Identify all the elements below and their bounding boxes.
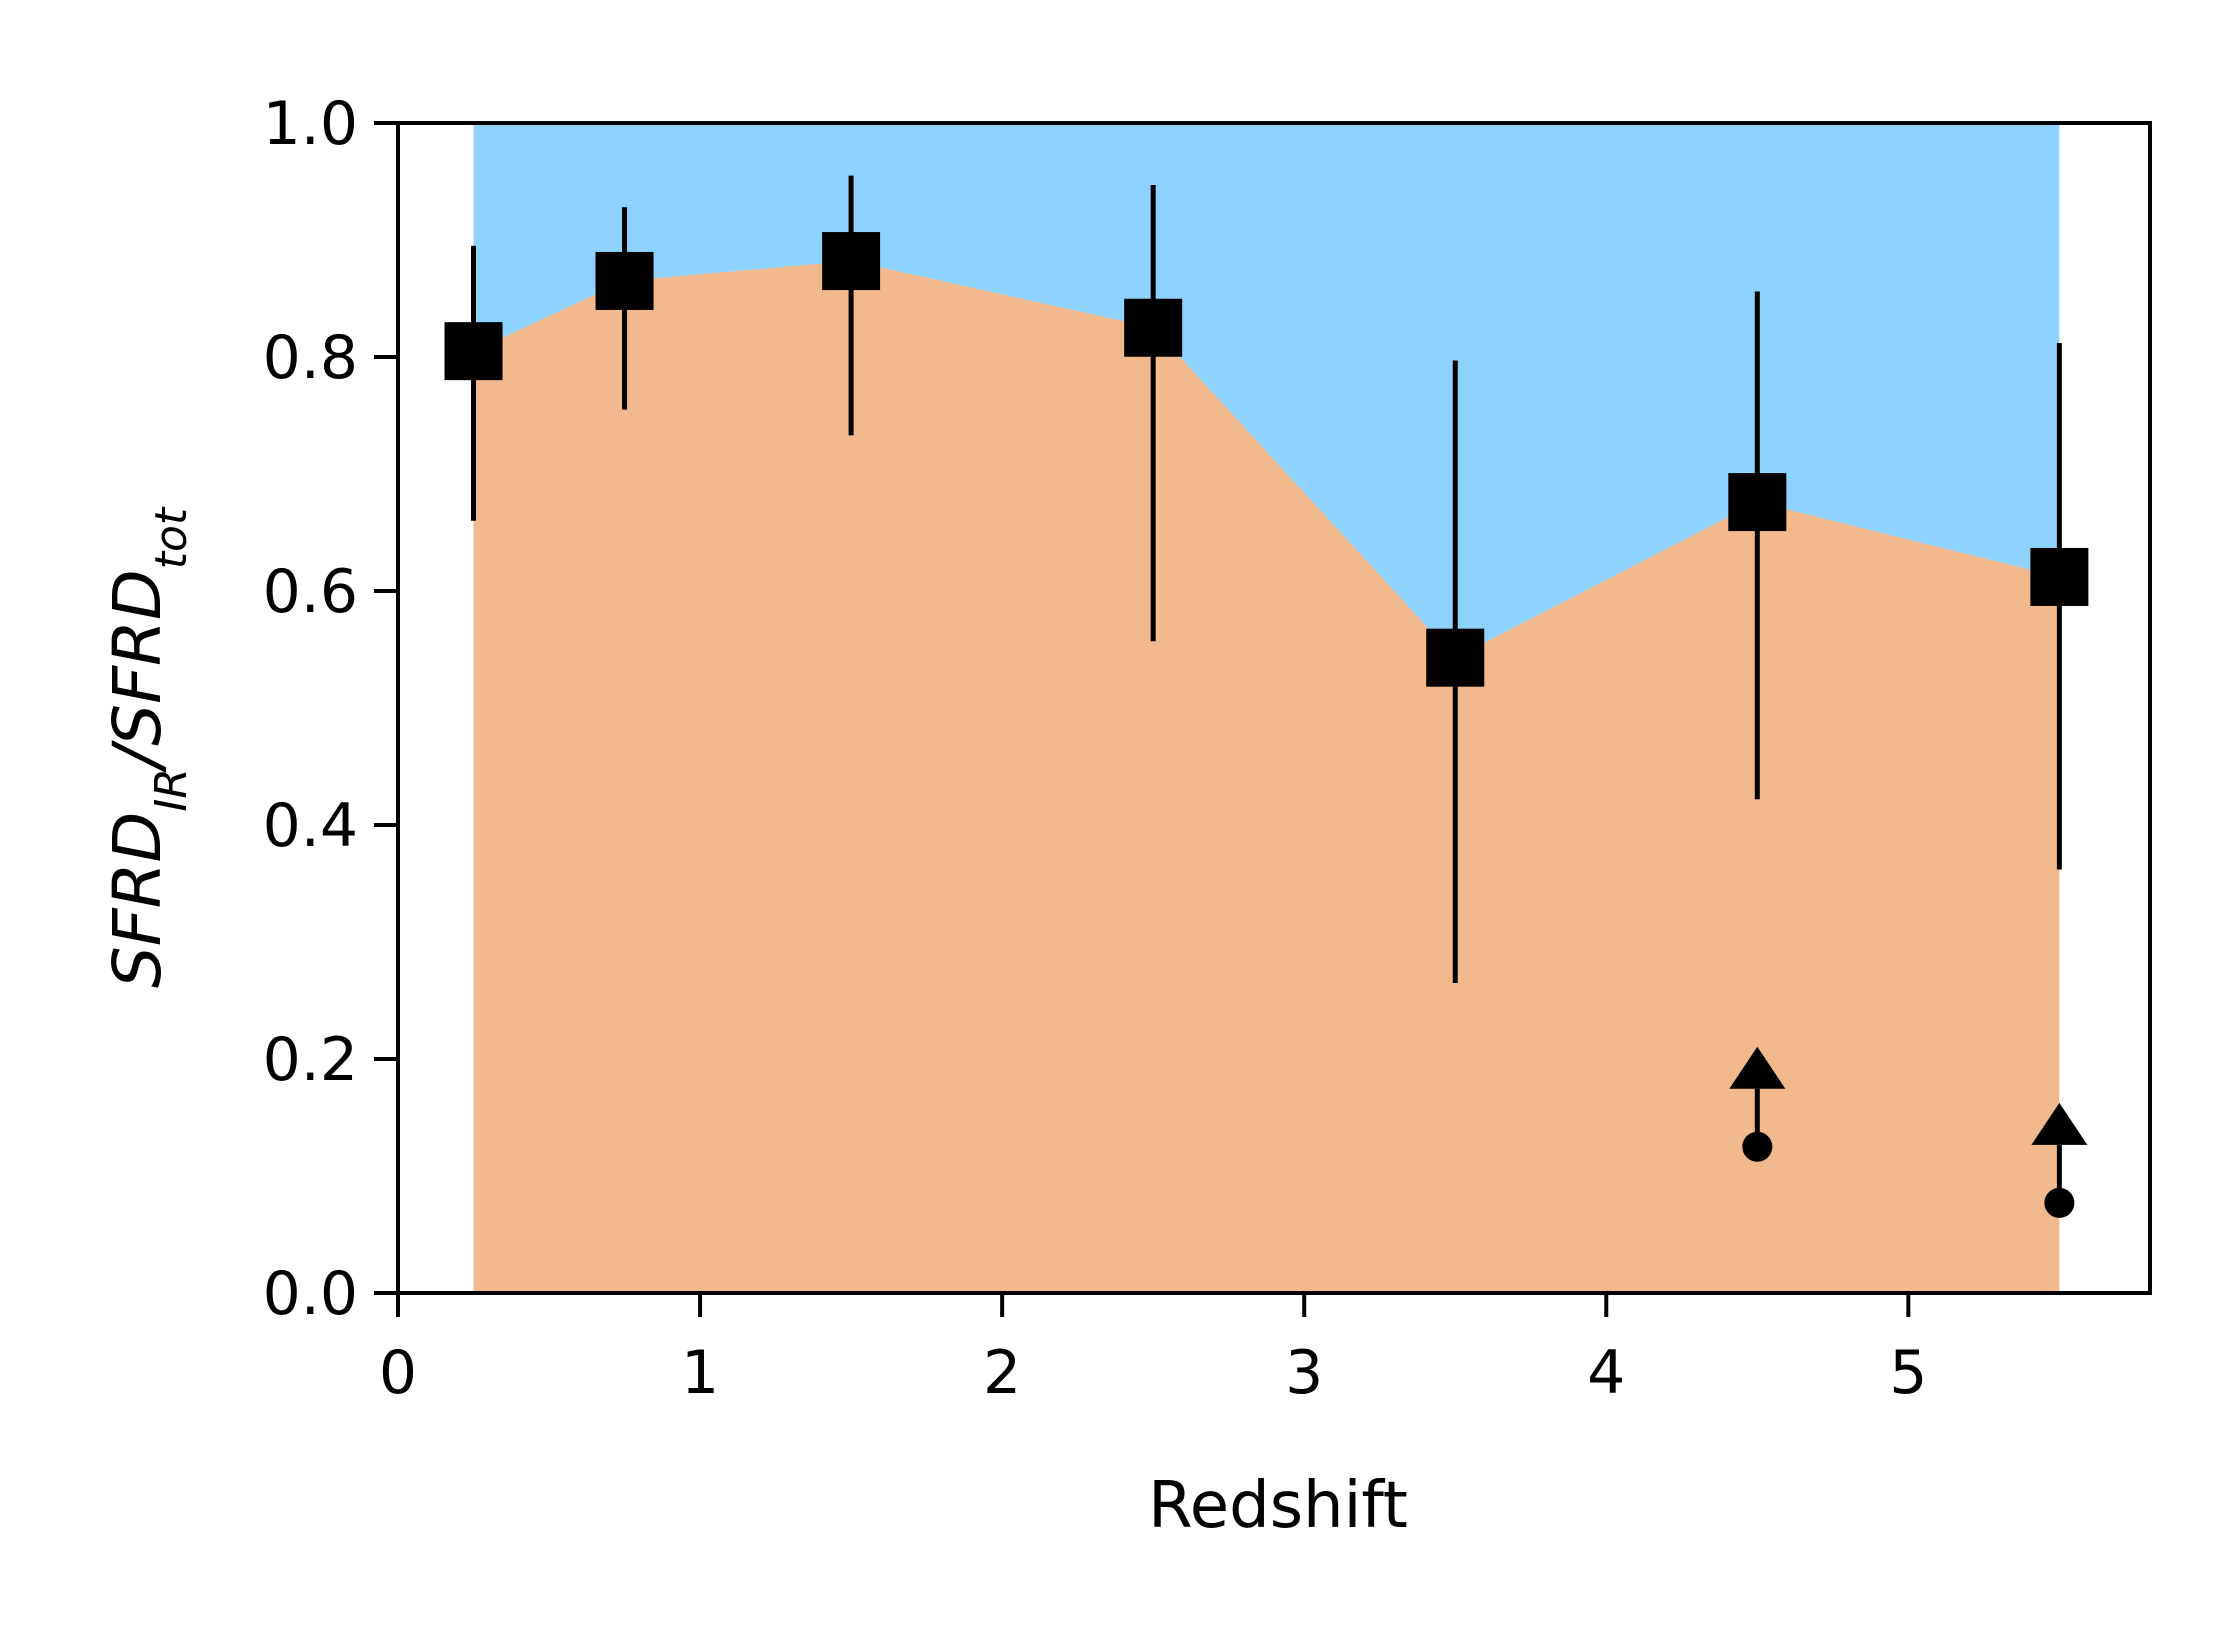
x-tick-label: 4: [1587, 1338, 1625, 1408]
x-axis-ticks: 0 1 2 3 4 5: [379, 1293, 1927, 1408]
y-tick-label: 0.6: [263, 557, 358, 627]
data-point: [1124, 298, 1183, 357]
data-point: [1426, 628, 1485, 687]
x-tick-label: 1: [681, 1338, 719, 1408]
y-tick-label: 1.0: [263, 89, 358, 159]
y-tick-label: 0.8: [263, 323, 358, 393]
x-tick-label: 3: [1285, 1338, 1323, 1408]
x-tick-label: 5: [1889, 1338, 1927, 1408]
lower-limit-point: [2044, 1187, 2075, 1218]
y-tick-label: 0.0: [263, 1259, 358, 1329]
y-axis-label: SFRDIR/SFRDtot: [99, 506, 197, 988]
lower-limit: [2031, 1102, 2088, 1218]
data-point: [822, 232, 881, 291]
data-point: [595, 251, 654, 310]
lower-area-fill: [473, 261, 2060, 1293]
data-point: [444, 322, 503, 381]
lower-limit: [1729, 1046, 1786, 1162]
plot-frame: [396, 121, 2152, 1295]
lower-limit-point: [1742, 1131, 1773, 1162]
x-tick-label: 0: [379, 1338, 417, 1408]
area-fills: [473, 123, 2060, 1293]
y-tick-label: 0.4: [263, 791, 358, 861]
lower-limit-markers: [1729, 1046, 2088, 1218]
error-bars: [471, 175, 2062, 983]
data-point: [2030, 547, 2089, 606]
lower-limit-arrowhead: [1729, 1046, 1786, 1089]
y-axis-ticks: 0.0 0.2 0.4 0.6 0.8 1.0: [263, 89, 398, 1329]
data-markers: [444, 232, 2089, 687]
data-point: [1728, 473, 1787, 532]
x-axis-label: Redshift: [1148, 1469, 1408, 1543]
x-tick-label: 2: [983, 1338, 1021, 1408]
y-tick-label: 0.2: [263, 1025, 358, 1095]
lower-limit-arrowhead: [2031, 1102, 2088, 1145]
